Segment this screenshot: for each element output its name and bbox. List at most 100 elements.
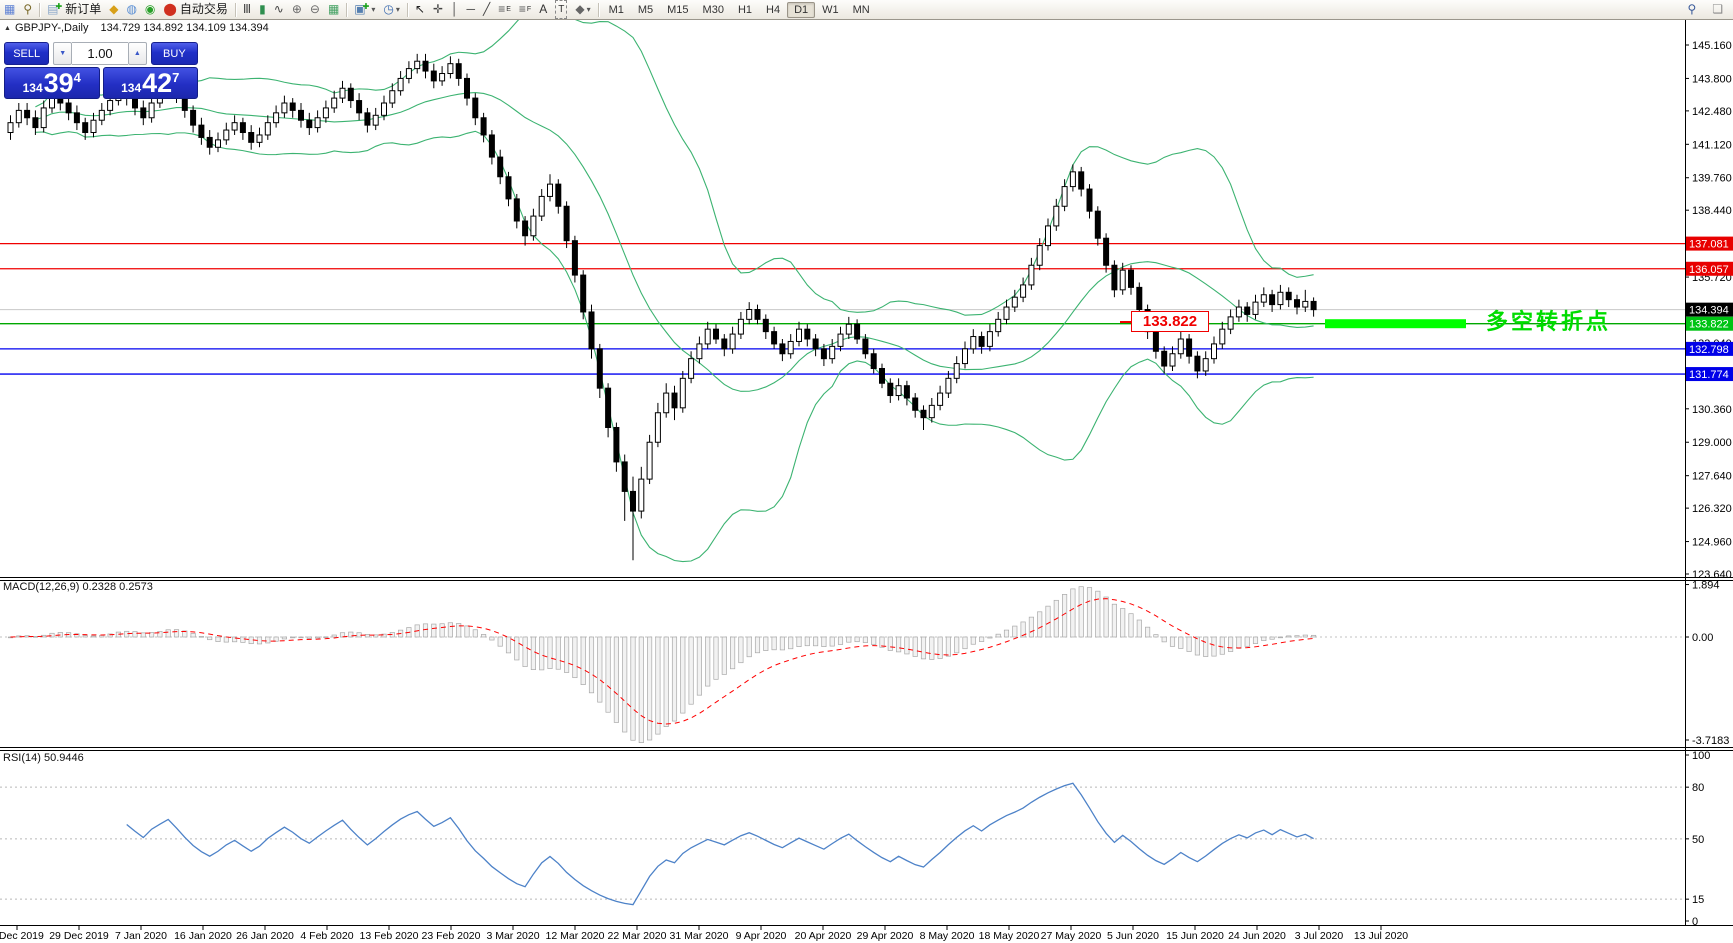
crosshair-icon[interactable]: ✛ (432, 2, 443, 16)
new-order-icon[interactable]: ▤ ✚ 新订单 (47, 1, 102, 17)
equidistant-channel-icon[interactable]: ≡ E (498, 2, 511, 16)
candlesticks (7, 53, 1317, 561)
candle-body (7, 122, 14, 134)
shapes-icon[interactable]: ◆ ▾ (575, 2, 591, 16)
macd-histogram-bar (464, 625, 470, 638)
autotrade-icon[interactable]: ⬤ 自动交易 (163, 2, 228, 16)
candle-body (1169, 353, 1176, 367)
toolbar-left: ▦ ⚲ ▤ ✚ 新订单 ◆ ◍ ◉ ⬤ 自动交易 Ⅲ ▮ ∿ ⊕ ⊖ ▦ ▣ ✚ ▾ ◷ ▾ ↖ ✛ │ ─ ╱ ≡ E ≡ F A T ◆ ▾ M… (0, 0, 1683, 19)
price-axis-label: 129.000 (1692, 437, 1732, 449)
candle-body (32, 117, 39, 129)
price-annotation-label[interactable]: 133.822 (1120, 311, 1209, 332)
candle-body (563, 205, 570, 242)
candle-body (480, 117, 487, 136)
macd-histogram-bar (223, 636, 229, 643)
macd-histogram-bar (738, 636, 744, 664)
macd-histogram-bar (746, 636, 752, 658)
candle-body (1136, 286, 1143, 311)
price-tag: 134.394 (1686, 302, 1733, 317)
charts-grid-icon[interactable]: ▦ (4, 2, 16, 16)
timeframe-button-H4[interactable]: H4 (766, 3, 781, 16)
date-axis-label: 29 Apr 2020 (857, 930, 914, 942)
candle-body (389, 90, 396, 104)
buy-price-big: 42 (142, 68, 173, 98)
macd-histogram-bar (1178, 636, 1184, 649)
new-chart-icon[interactable]: ▣ ✚ ▾ (354, 1, 376, 17)
zoom-in-icon[interactable]: ⊕ (291, 2, 302, 16)
candle-body (140, 107, 147, 119)
zoom-out-icon[interactable]: ⊖ (309, 2, 320, 16)
community-icon[interactable]: ◍ (126, 2, 137, 16)
macd-histogram-bar (481, 634, 487, 638)
macd-histogram-bar (381, 633, 387, 638)
signals-icon[interactable]: ◉ (144, 2, 156, 16)
volume-increase-button[interactable]: ▲ (128, 42, 147, 65)
sell-button[interactable]: SELL (4, 42, 50, 65)
macd-histogram-bar (348, 631, 354, 638)
candle-body (1011, 296, 1018, 308)
macd-histogram-bar (82, 635, 88, 638)
symbol-collapse-icon[interactable]: ▲ (4, 24, 11, 32)
label-icon[interactable]: T (551, 0, 571, 19)
search-icon[interactable]: ⚲ (1687, 2, 1697, 16)
candle-body (1194, 355, 1201, 372)
macd-indicator-label: MACD(12,26,9) 0.2328 0.2573 (3, 581, 153, 593)
price-axis-label: 141.120 (1692, 139, 1732, 151)
candle-body (887, 382, 894, 397)
fibonacci-icon[interactable]: ≡ F (518, 2, 532, 16)
candle-body (1235, 306, 1242, 318)
macd-histogram-bar (90, 635, 97, 638)
macd-histogram-bar (1153, 634, 1159, 638)
periods-icon[interactable]: ◷ ▾ (383, 2, 400, 16)
timeframe-button-W1[interactable]: W1 (822, 3, 839, 16)
sell-price-pipette: 4 (73, 70, 81, 85)
volume-input[interactable] (72, 42, 129, 65)
bar-chart-type-icon[interactable]: Ⅲ (242, 2, 252, 16)
market-watch-icon[interactable]: ⚲ (23, 2, 33, 16)
cursor-icon[interactable]: ↖ (414, 2, 425, 16)
deposit-icon[interactable]: ◆ (109, 2, 119, 16)
buy-button[interactable]: BUY (150, 42, 198, 65)
candle-body (73, 112, 80, 124)
timeframe-button-D1[interactable]: D1 (787, 1, 816, 18)
timeframe-button-M15[interactable]: M15 (667, 3, 689, 16)
text-icon[interactable]: A (539, 2, 548, 16)
volume-decrease-button[interactable]: ▼ (53, 42, 73, 65)
turning-point-annotation[interactable]: 多空转折点 (1486, 309, 1612, 334)
macd-histogram-bar (945, 636, 951, 657)
candle-body (1202, 358, 1209, 372)
candle-body (555, 183, 562, 207)
macd-histogram-bar (256, 636, 263, 645)
horizontal-line-icon[interactable]: ─ (466, 2, 475, 16)
buy-price-panel[interactable]: 134 42 7 (102, 67, 198, 99)
toolbar-separator (234, 2, 236, 17)
vertical-line-icon[interactable]: │ (450, 2, 459, 16)
candle-body (1252, 301, 1259, 315)
timeframe-button-M30[interactable]: M30 (702, 3, 724, 16)
trendline-icon[interactable]: ╱ (482, 2, 491, 16)
candle-body (256, 134, 263, 143)
candle-body (580, 274, 587, 313)
candle-body (920, 409, 927, 419)
toolbar-separator (597, 2, 599, 17)
macd-axis-label: -3.7183 (1692, 735, 1729, 747)
timeframe-button-M5[interactable]: M5 (637, 3, 654, 16)
macd-histogram-bar (530, 636, 536, 670)
chat-icon[interactable]: ❏ (1712, 2, 1723, 16)
tile-windows-icon[interactable]: ▦ (327, 2, 340, 16)
macd-histogram-bar (1012, 625, 1018, 638)
timeframe-button-M1[interactable]: M1 (608, 3, 624, 16)
sell-price-panel[interactable]: 134 39 4 (4, 67, 100, 99)
timeframe-button-MN[interactable]: MN (852, 3, 870, 16)
macd-histogram-bar (779, 636, 785, 651)
candle-chart-type-icon[interactable]: ▮ (259, 2, 266, 16)
macd-histogram-bar (663, 636, 669, 727)
candle-body (937, 392, 944, 406)
line-chart-type-icon[interactable]: ∿ (273, 2, 284, 16)
candle-body (82, 122, 89, 134)
macd-histogram-bar (339, 632, 346, 638)
macd-histogram-bar (265, 636, 271, 644)
timeframe-button-H1[interactable]: H1 (737, 3, 753, 16)
sell-price-prefix: 134 (22, 81, 43, 95)
